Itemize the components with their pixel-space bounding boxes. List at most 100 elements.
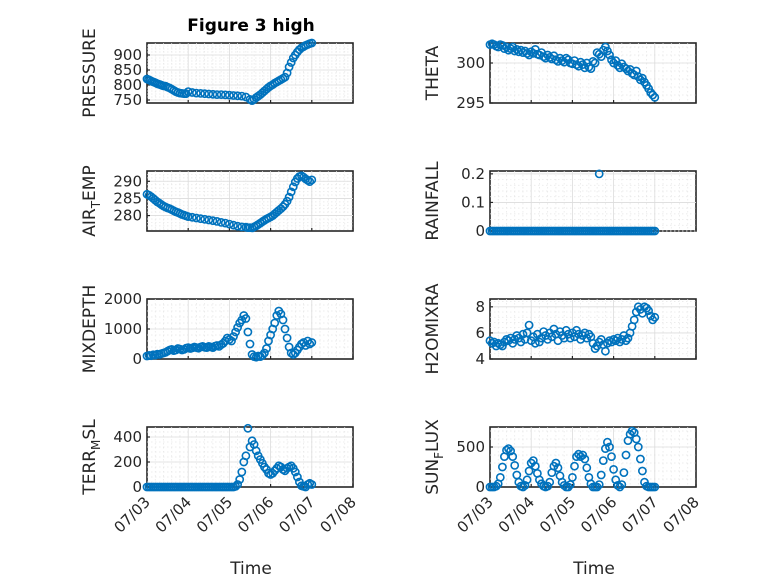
data-point xyxy=(508,452,518,461)
data-point xyxy=(623,333,633,343)
data-markers xyxy=(142,171,317,233)
data-point xyxy=(495,472,505,482)
x-tick-label: 07/06 xyxy=(577,493,620,536)
data-point xyxy=(613,480,623,490)
data-point xyxy=(237,222,247,232)
y-axis-label: RAINFALL xyxy=(423,161,443,241)
y-tick-label: 0 xyxy=(132,350,142,368)
y-tick-label: 2000 xyxy=(104,290,142,308)
data-point xyxy=(611,475,621,485)
data-point xyxy=(231,481,240,491)
data-point xyxy=(286,58,296,67)
data-point xyxy=(598,456,608,465)
y-tick-label: 0 xyxy=(475,478,485,496)
data-point xyxy=(551,458,561,468)
data-point xyxy=(257,350,267,360)
y-axis-label: AIRTEMP xyxy=(80,165,103,236)
y-tick-label: 200 xyxy=(113,453,142,471)
data-point xyxy=(241,451,251,461)
data-point xyxy=(233,91,242,101)
data-point xyxy=(570,461,579,471)
data-point xyxy=(522,328,532,338)
x-tick-label: 07/07 xyxy=(618,493,661,536)
data-point xyxy=(204,89,214,99)
data-point xyxy=(497,462,507,472)
data-point xyxy=(272,311,282,320)
data-point xyxy=(627,426,637,436)
data-point xyxy=(638,466,647,476)
data-point xyxy=(216,217,226,227)
data-point xyxy=(539,52,548,61)
data-point xyxy=(187,212,197,222)
data-point xyxy=(292,472,302,482)
y-tick-label: 750 xyxy=(113,91,142,109)
data-point xyxy=(245,339,255,349)
y-tick-label: 0 xyxy=(475,222,485,240)
data-point xyxy=(510,460,520,470)
data-point xyxy=(191,213,201,223)
data-point xyxy=(605,50,614,60)
y-tick-label: 0.2 xyxy=(461,165,485,183)
data-point xyxy=(601,346,610,356)
data-point xyxy=(491,481,501,491)
data-point xyxy=(590,58,600,68)
y-tick-label: 800 xyxy=(113,76,142,94)
data-point xyxy=(224,90,234,100)
data-point xyxy=(524,466,534,476)
data-markers xyxy=(485,169,660,236)
y-tick-label: 900 xyxy=(113,46,142,64)
data-point xyxy=(568,472,577,482)
y-tick-label: 295 xyxy=(456,94,485,112)
data-point xyxy=(545,477,555,487)
y-axis-label: SUNFLUX xyxy=(423,419,446,495)
data-point xyxy=(218,338,228,348)
data-markers xyxy=(142,423,317,492)
data-markers xyxy=(142,38,317,105)
data-point xyxy=(278,202,288,212)
data-point xyxy=(528,456,538,465)
data-point xyxy=(607,452,616,461)
data-point xyxy=(621,450,631,460)
y-tick-label: 280 xyxy=(113,207,142,225)
data-point xyxy=(633,442,643,452)
data-point xyxy=(582,463,592,473)
data-point xyxy=(617,480,627,489)
data-point xyxy=(510,46,520,56)
data-point xyxy=(584,62,594,72)
x-tick-label: 07/03 xyxy=(111,493,154,536)
data-point xyxy=(231,327,240,337)
data-point xyxy=(280,324,290,334)
y-tick-label: 0.1 xyxy=(461,193,485,211)
data-point xyxy=(229,91,238,100)
data-point xyxy=(520,480,530,490)
data-point xyxy=(615,482,625,492)
x-tick-label: 07/03 xyxy=(454,493,497,536)
data-point xyxy=(282,333,292,343)
data-point xyxy=(208,216,218,226)
data-point xyxy=(588,57,598,66)
data-point xyxy=(227,336,236,346)
data-point xyxy=(241,314,251,323)
x-axis-label-left: Time xyxy=(229,559,272,579)
data-point xyxy=(196,89,205,98)
y-tick-label: 400 xyxy=(113,428,142,446)
data-markers xyxy=(485,39,660,102)
data-point xyxy=(565,333,575,343)
x-tick-label: 07/08 xyxy=(660,493,703,536)
data-point xyxy=(502,445,511,455)
data-point xyxy=(499,44,509,53)
x-tick-label: 07/04 xyxy=(495,493,538,536)
data-point xyxy=(183,87,193,96)
x-tick-label: 07/07 xyxy=(275,493,318,536)
data-point xyxy=(224,219,234,229)
data-point xyxy=(596,334,606,344)
data-point xyxy=(551,55,561,65)
data-point xyxy=(574,449,583,459)
data-point xyxy=(307,480,317,489)
y-axis-label: H2OMIXRA xyxy=(423,283,443,374)
